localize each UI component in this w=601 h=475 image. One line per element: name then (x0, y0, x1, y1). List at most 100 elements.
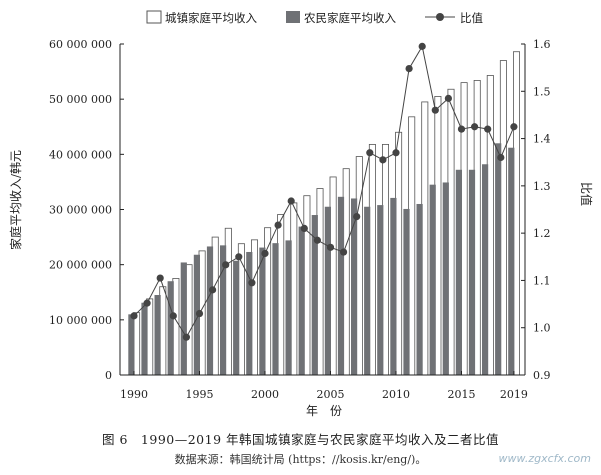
right-tick-label: 0.9 (533, 369, 551, 382)
bar-rural (324, 206, 331, 375)
plot-area (128, 42, 521, 376)
bar-rural (180, 262, 187, 375)
series-ratio-line (133, 44, 515, 339)
ratio-point (235, 253, 243, 261)
right-tick-label: 1.1 (533, 274, 551, 287)
bar-rural (220, 245, 227, 375)
ratio-point (222, 261, 230, 269)
bar-rural (416, 203, 423, 375)
ratio-point (431, 106, 439, 114)
legend-swatch-rural (286, 11, 300, 23)
bar-rural (141, 302, 148, 375)
x-tick-label: 2015 (448, 388, 476, 401)
ratio-point (392, 149, 400, 157)
y2-axis-title: 比值 (579, 182, 594, 206)
left-tick-label: 0 (105, 369, 112, 382)
ratio-point (274, 221, 282, 229)
y-axis-title: 家庭平均收入/韩元 (8, 150, 23, 250)
ratio-point (457, 125, 466, 133)
ratio-point (497, 153, 505, 162)
left-tick-label: 60 000 000 (49, 38, 112, 51)
ratio-point (366, 149, 374, 157)
bar-rural (206, 246, 214, 375)
figure-source: 数据来源：韩国统计局 (https：//kosis.kr/eng/)。 (174, 453, 427, 466)
ratio-point (471, 123, 479, 131)
right-tick-label: 1.0 (533, 322, 551, 335)
series-ratio-points (130, 42, 518, 341)
left-axis-ticks: 0 10 000 000 20 000 000 30 000 000 40 000 00… (49, 38, 124, 382)
bar-rural (508, 147, 515, 375)
ratio-point (209, 286, 217, 294)
bar-rural (311, 215, 318, 375)
watermark: www.zgxcfx.com (498, 452, 591, 465)
ratio-point (300, 224, 308, 233)
chart-svg: 城镇家庭平均收入 农民家庭平均收入 比值 0 10 000 000 20 000 0… (8, 10, 594, 418)
ratio-point (379, 156, 387, 164)
bar-rural (403, 208, 410, 375)
x-tick-label: 2019 (500, 388, 528, 401)
x-axis-title: 年 份 (306, 404, 342, 418)
bar-rural (442, 182, 449, 375)
x-tick-label: 1990 (120, 388, 148, 401)
ratio-point (405, 64, 413, 73)
ratio-point (143, 299, 151, 307)
ratio-point (248, 279, 256, 287)
bar-rural (482, 164, 489, 375)
bar-rural (337, 196, 345, 375)
bar-rural (167, 281, 174, 375)
ratio-point (130, 312, 138, 320)
legend-label-ratio: 比值 (460, 11, 483, 25)
bar-rural (390, 197, 397, 375)
ratio-point (169, 312, 177, 320)
x-tick-label: 2005 (317, 388, 345, 401)
right-axis-ticks: 0.9 1.0 1.1 1.2 1.3 1.4 1.5 1.6 (521, 38, 551, 382)
x-tick-label: 2010 (382, 388, 410, 401)
left-tick-label: 20 000 000 (49, 259, 112, 272)
left-tick-label: 10 000 000 (49, 314, 112, 327)
legend-swatch-urban (146, 10, 162, 24)
bar-rural (429, 184, 436, 375)
ratio-point (313, 236, 321, 244)
left-tick-label: 50 000 000 (49, 93, 112, 106)
bar-rural (285, 240, 292, 375)
bar-rural (468, 169, 476, 375)
axes: 0 10 000 000 20 000 000 30 000 000 40 000 00… (49, 38, 550, 401)
ratio-point (444, 94, 452, 102)
ratio-point (510, 123, 518, 131)
left-tick-label: 30 000 000 (49, 204, 112, 217)
bar-rural (455, 169, 462, 375)
bar-rural (272, 243, 279, 375)
figure-caption: 图 6 1990—2019 年韩国城镇家庭与农民家庭平均收入及二者比值 (101, 432, 500, 447)
bar-rural (259, 247, 266, 375)
legend-label-urban: 城镇家庭平均收入 (165, 11, 257, 25)
right-tick-label: 1.5 (533, 85, 551, 98)
right-tick-label: 1.3 (533, 180, 551, 193)
right-tick-label: 1.4 (533, 133, 551, 146)
legend-label-rural: 农民家庭平均收入 (304, 11, 396, 25)
ratio-point (340, 248, 348, 256)
ratio-point (261, 249, 269, 258)
series-urban-bars (133, 51, 521, 376)
legend-marker-ratio (436, 13, 444, 21)
bar-rural (351, 198, 358, 375)
bar-rural (495, 143, 502, 375)
ratio-point (353, 212, 361, 221)
right-tick-label: 1.2 (533, 227, 551, 240)
bar-rural (364, 206, 371, 375)
left-tick-label: 40 000 000 (49, 148, 112, 161)
ratio-point (195, 309, 204, 318)
bar-rural (246, 251, 253, 375)
series-rural-bars (128, 143, 515, 375)
ratio-point (326, 243, 335, 251)
bar-rural (298, 226, 305, 375)
legend: 城镇家庭平均收入 农民家庭平均收入 比值 (146, 10, 483, 25)
x-tick-label: 1995 (186, 388, 214, 401)
ratio-point (484, 125, 492, 133)
ratio-point (182, 333, 190, 341)
right-tick-label: 1.6 (533, 38, 551, 51)
bar-rural (154, 295, 161, 375)
ratio-point (287, 197, 295, 205)
x-axis-ticks: 1990 1995 2000 2005 2010 2015 2019 (120, 371, 528, 401)
ratio-point (156, 274, 164, 282)
bar-rural (128, 314, 135, 375)
